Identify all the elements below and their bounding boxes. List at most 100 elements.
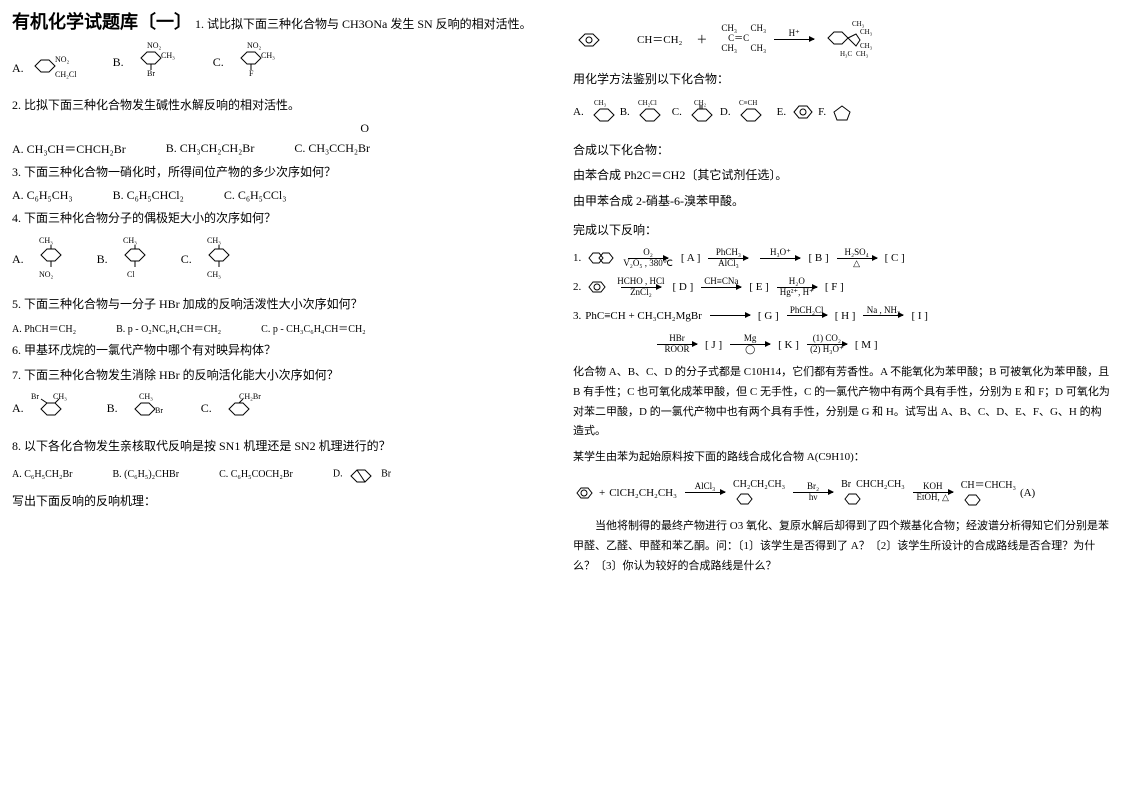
benzene-icon [585, 277, 609, 297]
q5-opt-b: B. p - O₂NC₆H₄CH＝CH₂ [116, 320, 221, 335]
opt-label: B. [107, 401, 118, 415]
arrow-icon: CH≡CNa [701, 277, 741, 298]
q2-opt-c: C. CH₃CCH₂Br [294, 141, 370, 156]
reagent: (1) CO₂ [813, 334, 841, 344]
num: 3. [573, 310, 581, 322]
reagent: Na , NH₃ [867, 306, 900, 316]
intermediate: [ K ] [778, 339, 799, 351]
q1-opt-c: C. NO₂ CH₃ F [213, 40, 283, 86]
opt-label: C. [224, 188, 235, 202]
syn-header: 合成以下化合物： [573, 141, 1110, 160]
svg-text:NO₂: NO₂ [147, 41, 162, 50]
rxn2: 2. HCHO , HClZnCl₂ [ D ] CH≡CNa [ E ] H₂… [573, 277, 1110, 298]
formula: C₆H₅CH₂Br [24, 469, 72, 480]
opt-label: B. [112, 469, 121, 480]
q8-text: 8. 以下各化合物发生亲核取代反响是按 SN1 机理还是 SN2 机理进行的？ [12, 437, 549, 456]
right-column: CH＝CH₂ ＋ CH₃ CH₃ C＝C CH₃ CH₃ H⁺ CH₃ CH₃ … [561, 0, 1122, 793]
q4-options: A. CH₃ NO₂ B. CH₃ Cl C. CH₃ [12, 235, 549, 285]
reagent: H⁺ [789, 29, 800, 39]
arrow-icon: (1) CO₂(2) H₃O⁺ [807, 334, 847, 355]
svg-text:NO₂: NO₂ [39, 270, 54, 279]
propylbenzene: CH₂CH₂CH₃ [733, 478, 785, 508]
svg-text:CH₃: CH₃ [261, 51, 275, 60]
formula: PhCH＝CH₂ [24, 324, 76, 335]
svg-text:CH₃: CH₃ [123, 236, 137, 245]
svg-text:CH₃: CH₃ [852, 20, 865, 28]
opt-label: B. [113, 55, 124, 69]
svg-text:CH₃: CH₃ [860, 42, 873, 50]
cyclohexane-ch3-br-icon: CH₃ Br [121, 391, 171, 427]
arrow-icon: PhCH₂Cl [787, 306, 827, 327]
formula: Br [841, 479, 851, 490]
condition: hν [809, 493, 818, 503]
svg-text:Cl: Cl [127, 270, 135, 279]
q1-opt-b: B. NO₂ CH₃ Br [113, 40, 183, 86]
intermediate: [ F ] [825, 281, 844, 293]
opt-label: C. [219, 469, 228, 480]
svg-text:CH₃: CH₃ [207, 270, 221, 279]
q7-text: 7. 下面三种化合物发生消除 HBr 的反响活化能大小次序如何？ [12, 366, 549, 385]
benzene-no2-ch3-br-icon: NO₂ CH₃ Br [127, 40, 183, 86]
formula: C₆H₅COCH₂Br [231, 469, 293, 480]
opt-label: B. [620, 106, 630, 118]
benzene-icon [841, 490, 863, 508]
num: 1. [573, 252, 581, 264]
q7-opt-c: C. CH₂Br [201, 391, 271, 427]
para-ch3-ch3-icon: CH₃ CH₃ [195, 235, 235, 285]
q4-text: 4. 下面三种化合物分子的偶极矩大小的次序如何？ [12, 209, 549, 228]
q7-options: A. BrCH₃ B. CH₃ Br C. CH₂Br [12, 391, 549, 427]
q4-opt-a: A. CH₃ NO₂ [12, 235, 67, 285]
q5-options: A. PhCH＝CH₂ B. p - O₂NC₆H₄CH＝CH₂ C. p - … [12, 320, 549, 335]
q8-opt-a: A. C₆H₅CH₂Br [12, 469, 72, 480]
intermediate: [ C ] [885, 252, 905, 264]
formula: p - O₂NC₆H₄CH＝CH₂ [128, 324, 221, 335]
formula: CH₃CH₂CH₂Br [180, 141, 255, 155]
opt-label: C. [201, 401, 212, 415]
svg-text:H₃C: H₃C [840, 50, 852, 58]
q8-opt-b: B. (C₆H₅)₂CHBr [112, 469, 179, 480]
q2-options: A. CH₃CH＝CHCH₂Br B. CH₃CH₂CH₂Br C. CH₃CC… [12, 140, 549, 157]
benzene-icon [961, 491, 983, 509]
formula: PhC≡CH + CH₃CH₂MgBr [585, 310, 702, 322]
opt-label: E. [777, 106, 786, 118]
rxn1: 1. O₂V₂O₅ , 380℃ [ A ] PhCH₃AlCl₃ H₃O⁺ [… [573, 248, 1110, 269]
opt-label: A. [12, 401, 24, 415]
svg-text:CH₂Cl: CH₂Cl [638, 99, 657, 107]
tetramethyl-alkene: CH₃ CH₃ C＝C CH₃ CH₃ [721, 24, 766, 54]
norbornyl-br-icon [345, 462, 381, 486]
svg-text:CH₃: CH₃ [161, 51, 175, 60]
condition: ROOR [664, 345, 689, 355]
q1-opt-a: A. NO₂ CH₂Cl [12, 52, 83, 86]
benzene-icon [733, 490, 755, 508]
intermediate: [ H ] [835, 310, 856, 322]
svg-text:CH₃: CH₃ [594, 99, 607, 107]
svg-text:CH₃: CH₃ [860, 28, 873, 36]
para-ch3-no2-icon: CH₃ NO₂ [27, 235, 67, 285]
product-A: CH＝CHCH₃ [961, 476, 1016, 509]
reagent: H₂O [789, 277, 805, 287]
plus-sign: ＋ [696, 31, 707, 47]
formula: CH＝CH₂ [637, 31, 682, 47]
q3-opt-b: B. C₆H₅CHCl₂ [113, 188, 184, 203]
plus-sign: + [599, 487, 605, 499]
intermediate: [ J ] [705, 339, 722, 351]
label-A: (A) [1020, 487, 1035, 499]
formula: p - CH₃C₆H₄CH＝CH₂ [273, 324, 366, 335]
intermediate: [ D ] [673, 281, 694, 293]
intermediate: [ E ] [749, 281, 769, 293]
svg-text:NO₂: NO₂ [55, 55, 70, 64]
q7-opt-b: B. CH₃ Br [107, 391, 171, 427]
cc: C＝C [728, 33, 749, 43]
svg-text:CH₃: CH₃ [139, 392, 153, 401]
reagent: KOH [923, 482, 943, 492]
opt-label: D. [720, 106, 731, 118]
rxn3a: 3. PhC≡CH + CH₃CH₂MgBr [ G ] PhCH₂Cl [ H… [573, 306, 1110, 327]
brominated: Br CHCH₂CH₃ [841, 478, 905, 508]
condition: AlCl₃ [718, 259, 739, 269]
svg-text:F: F [249, 69, 254, 78]
arrow-icon: HBrROOR [657, 334, 697, 355]
reagent: Mg [744, 334, 757, 344]
intermediate: [ A ] [681, 252, 701, 264]
top-reaction: CH＝CH₂ ＋ CH₃ CH₃ C＝C CH₃ CH₃ H⁺ CH₃ CH₃ … [573, 16, 1110, 62]
q4-opt-b: B. CH₃ Cl [97, 235, 151, 285]
